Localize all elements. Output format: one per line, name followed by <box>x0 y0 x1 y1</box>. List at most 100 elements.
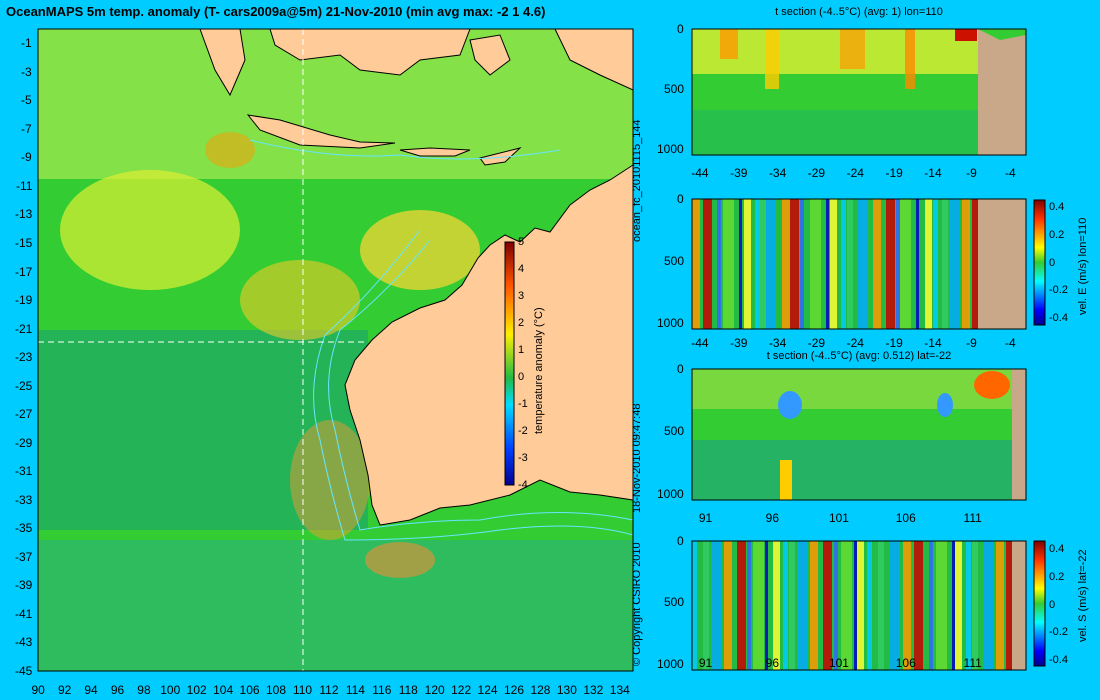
section-x-tick: -24 <box>846 336 864 350</box>
map-x-tick: 104 <box>213 683 234 697</box>
velocity-stripe <box>810 541 818 670</box>
velocity-stripe <box>826 199 829 329</box>
section-y-tick: 1000 <box>657 315 684 330</box>
section-x-tick: 106 <box>895 656 916 670</box>
velocity-stripe <box>834 541 838 670</box>
velocity-stripe <box>858 199 868 329</box>
land-timor <box>479 147 522 166</box>
map-x-tick: 106 <box>239 683 260 697</box>
velocity-stripe <box>896 199 900 329</box>
velocity-stripe <box>753 541 764 670</box>
velocity-stripe <box>841 541 852 670</box>
velocity-stripe <box>914 541 923 670</box>
section-y-tick: 1000 <box>657 486 684 501</box>
map-x-tick: 120 <box>424 683 445 697</box>
section-colorbar-tick: 0.2 <box>1049 570 1065 583</box>
map-y-tick: -27 <box>15 407 33 422</box>
map-x-tick: 132 <box>583 683 604 697</box>
colorbar-tick: -2 <box>518 425 528 437</box>
velocity-stripe <box>717 199 721 329</box>
velocity-stripe <box>873 199 881 329</box>
map-y-tick: -23 <box>15 350 33 365</box>
velocity-stripe <box>800 199 804 329</box>
section-y-tick: 0 <box>677 22 684 36</box>
section-colorbar-tick: 0 <box>1049 256 1056 269</box>
velocity-stripe <box>703 541 709 670</box>
velocity-stripe <box>857 541 864 670</box>
map-x-tick: 112 <box>319 683 339 697</box>
colorbar-tick: 5 <box>518 236 525 248</box>
section-colorbar-tick: -0.2 <box>1049 284 1068 297</box>
map-y-tick: -35 <box>15 521 33 536</box>
section-colorbar-tick: 0.2 <box>1049 228 1065 241</box>
section-x-tick: 91 <box>698 656 713 670</box>
velocity-stripe <box>765 541 768 670</box>
map-y-tick: -39 <box>15 578 33 593</box>
colorbar-tick: 0 <box>518 371 525 383</box>
section-x-tick: 101 <box>828 511 849 525</box>
section-title-lon: t section (-4..5°C) (avg: 1) lon=110 <box>775 6 943 18</box>
section-y-tick: 500 <box>664 253 685 268</box>
colorbar-vel-s <box>1033 540 1046 667</box>
map-x-tick: 134 <box>609 683 630 697</box>
section-panel-temp-lat <box>691 368 1027 501</box>
velocity-stripe <box>692 199 700 329</box>
map-x-tick: 98 <box>137 683 151 697</box>
velocity-stripe <box>790 199 799 329</box>
map-y-tick: -25 <box>15 378 33 393</box>
map-y-tick: -41 <box>15 606 33 621</box>
section-y-tick: 1000 <box>657 142 684 156</box>
map-y-tick: -43 <box>15 635 33 650</box>
colorbar-vel-e <box>1033 199 1046 326</box>
colorbar-tick: -1 <box>518 398 528 410</box>
colorbar-tick: 1 <box>518 344 525 356</box>
velocity-stripe <box>903 541 911 670</box>
section-x-tick: -19 <box>885 336 903 350</box>
map-panel <box>37 28 634 672</box>
section-x-tick: -44 <box>691 166 709 180</box>
section-y-tick: 500 <box>664 595 685 610</box>
velocity-stripe <box>783 541 788 670</box>
velocity-stripe <box>797 541 807 670</box>
section-x-tick: 96 <box>765 656 780 670</box>
map-x-tick: 110 <box>292 683 313 697</box>
velocity-stripe <box>878 541 884 670</box>
velocity-stripe <box>724 541 732 670</box>
velocity-stripe <box>966 541 971 670</box>
velocity-stripe <box>830 199 837 329</box>
map-x-tick: 124 <box>477 683 498 697</box>
velocity-stripe <box>737 541 746 670</box>
velocity-stripe <box>972 199 978 329</box>
velocity-stripe <box>916 199 919 329</box>
map-x-tick: 126 <box>504 683 525 697</box>
velocity-stripe <box>823 541 832 670</box>
velocity-stripe <box>925 199 932 329</box>
section-panel-vel-s <box>691 540 1027 671</box>
map-x-tick: 92 <box>57 683 72 697</box>
section-x-tick: -34 <box>768 166 787 180</box>
velocity-stripe <box>949 199 959 329</box>
colorbar-label: temperature anomaly (°C) <box>533 307 545 434</box>
velocity-stripe <box>760 199 766 329</box>
colorbar-tick: -4 <box>518 479 528 491</box>
section-panel-vel-e <box>691 198 1027 330</box>
section-x-tick: 106 <box>895 511 916 525</box>
section-x-tick: -14 <box>924 166 942 180</box>
section-x-tick: 101 <box>828 656 849 670</box>
velocity-stripe <box>703 199 712 329</box>
map-y-tick: -5 <box>21 93 32 108</box>
velocity-stripe <box>1006 541 1012 670</box>
velocity-stripe <box>739 199 742 329</box>
velocity-stripe <box>890 541 900 670</box>
velocity-stripe <box>766 199 776 329</box>
map-x-tick: 102 <box>186 683 207 697</box>
section-x-tick: 111 <box>963 656 982 670</box>
section-y-tick: 0 <box>677 362 684 376</box>
section-x-tick: -9 <box>966 166 977 180</box>
section-colorbar-tick: -0.2 <box>1049 626 1068 639</box>
section-x-tick: -29 <box>807 166 826 180</box>
map-x-tick: 100 <box>160 683 181 697</box>
map-y-tick: -9 <box>21 150 32 165</box>
section-y-tick: 500 <box>664 424 685 439</box>
map-y-tick: -31 <box>15 464 33 479</box>
